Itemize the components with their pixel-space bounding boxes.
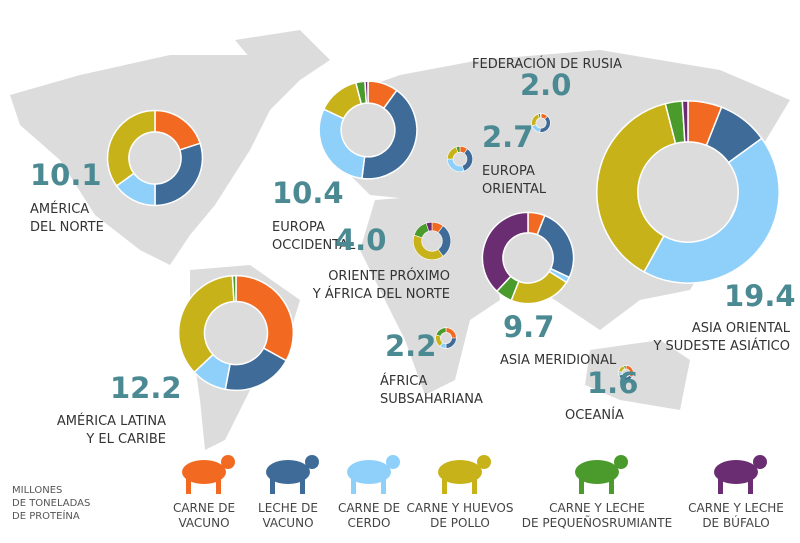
unit-note: DE TONELADAS (12, 498, 90, 509)
donut-segment (540, 113, 542, 119)
donut-segment (235, 274, 295, 362)
region-total: 2.7 (482, 120, 533, 154)
legend-label: DE PEQUEÑOSRUMIANTE (522, 515, 672, 530)
region-label: ASIA ORIENTAL (692, 321, 791, 336)
legend-label: LECHE DE (258, 501, 318, 515)
legend-icon (714, 460, 758, 484)
legend-label: VACUNO (262, 516, 313, 530)
legend-label: CARNE Y HUEVOS (407, 501, 514, 515)
region-total: 12.2 (110, 371, 182, 405)
legend-icon-head (221, 455, 235, 469)
region-label: AMÉRICA LATINA (57, 413, 166, 429)
legend-icon-leg (472, 476, 477, 494)
legend-icon-leg (609, 476, 614, 494)
region-label: Y SUDESTE ASIÁTICO (652, 338, 790, 354)
donut-segment (361, 89, 418, 180)
legend-label: CERDO (348, 516, 391, 530)
donut-segment (623, 365, 627, 370)
donut-segment (455, 146, 461, 153)
donut-segment (231, 274, 237, 303)
donut-segment (177, 274, 235, 374)
legend-icon-leg (270, 476, 275, 494)
donut-segment (364, 80, 369, 104)
region-label: Y ÁFRICA DEL NORTE (312, 286, 450, 302)
legend-icon-head (477, 455, 491, 469)
donut-segment (425, 221, 433, 232)
region-label: ORIENTAL (482, 182, 547, 197)
legend-icon-leg (748, 476, 753, 494)
region-label: ÁFRICA (380, 373, 427, 389)
legend-icon-head (753, 455, 767, 469)
region-label: ORIENTE PRÓXIMO (328, 268, 450, 284)
region-total: 9.7 (503, 310, 554, 344)
region-label: OCCIDENTAL (272, 238, 356, 253)
donut-segment (435, 327, 447, 337)
legend-icon (438, 460, 482, 484)
region-label: EUROPA (482, 164, 535, 179)
region-total: 1.6 (587, 366, 638, 400)
legend-icon-leg (351, 476, 356, 494)
region-label: ASIA MERIDIONAL (500, 353, 617, 368)
region-total: 2.2 (385, 329, 436, 363)
region-total: 19.4 (724, 279, 796, 313)
legend-icon-leg (216, 476, 221, 494)
legend-icon-leg (442, 476, 447, 494)
region-total: 4.0 (335, 223, 386, 257)
legend-icon-leg (186, 476, 191, 494)
legend-icon (266, 460, 310, 484)
region-total: 2.0 (520, 68, 571, 102)
region-label: Y EL CARIBE (85, 432, 166, 447)
legend-icon-leg (300, 476, 305, 494)
region-total: 10.1 (30, 158, 102, 192)
region-total: 10.4 (272, 176, 344, 210)
donut-segment (681, 100, 689, 143)
legend-label: DE POLLO (430, 516, 490, 530)
donut-segment (106, 109, 156, 187)
legend-label: CARNE DE (338, 501, 400, 515)
legend-icon-head (386, 455, 400, 469)
legend-label: CARNE Y LECHE (688, 501, 784, 515)
region-label: FEDERACIÓN DE RUSIA (472, 56, 622, 72)
legend-icon-leg (579, 476, 584, 494)
legend-icon-leg (718, 476, 723, 494)
legend-label: DE BÚFALO (702, 515, 769, 530)
region-label: OCEANÍA (565, 407, 624, 423)
legend-icon (347, 460, 391, 484)
legend-icon-head (305, 455, 319, 469)
legend-icon-leg (381, 476, 386, 494)
legend-label: CARNE Y LECHE (549, 501, 645, 515)
unit-note: MILLONES (12, 485, 62, 496)
donut-segment (481, 211, 529, 293)
donut-segment (643, 137, 780, 284)
legend-icon (575, 460, 619, 484)
region-label: SUBSAHARIANA (380, 392, 483, 407)
legend-label: CARNE DE (173, 501, 235, 515)
region-label: EUROPA (272, 220, 325, 235)
legend-label: VACUNO (178, 516, 229, 530)
legend-icon (182, 460, 226, 484)
donut-segment (596, 102, 677, 273)
region-label: AMÉRICA (30, 201, 89, 217)
region-label: DEL NORTE (30, 220, 104, 235)
legend-icon-head (614, 455, 628, 469)
unit-note: DE PROTEÍNA (12, 509, 80, 522)
